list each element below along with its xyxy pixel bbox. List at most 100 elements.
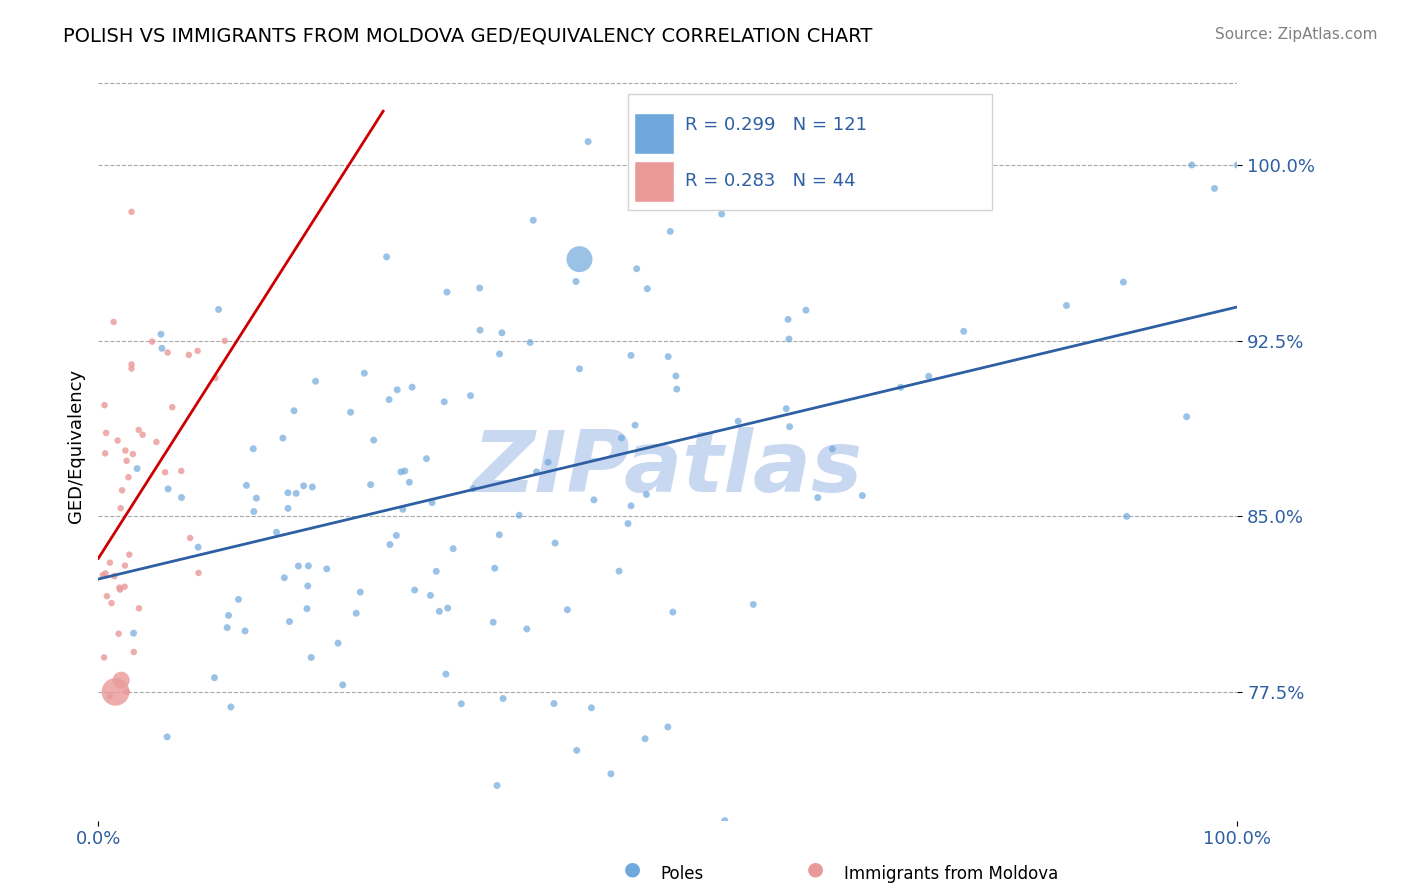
FancyBboxPatch shape xyxy=(634,112,673,153)
Point xyxy=(419,588,441,602)
Point xyxy=(285,486,308,500)
Point xyxy=(114,558,136,573)
Point xyxy=(277,485,299,500)
Point xyxy=(488,528,510,542)
Point xyxy=(304,374,326,388)
Point xyxy=(401,380,423,394)
Point xyxy=(117,470,139,484)
Point xyxy=(114,443,136,458)
Point xyxy=(156,345,179,359)
Point xyxy=(918,369,941,384)
Point xyxy=(339,405,361,419)
Point xyxy=(187,540,209,554)
Point xyxy=(891,135,914,149)
Point xyxy=(398,475,420,490)
Point xyxy=(624,418,647,433)
Point xyxy=(890,380,912,394)
Point xyxy=(94,446,117,460)
Point xyxy=(537,455,560,469)
Point xyxy=(98,556,121,570)
Point xyxy=(128,601,150,615)
Point xyxy=(420,495,443,509)
Point xyxy=(1115,509,1137,524)
Point xyxy=(353,366,375,380)
Point xyxy=(385,528,408,542)
Point xyxy=(659,224,682,238)
Point xyxy=(492,691,515,706)
Point xyxy=(636,487,658,501)
Point xyxy=(295,601,318,615)
Point xyxy=(94,566,117,581)
Point xyxy=(526,465,548,479)
Point xyxy=(157,482,180,496)
Point xyxy=(243,504,266,518)
Point xyxy=(217,621,239,635)
Point xyxy=(111,483,134,498)
Point xyxy=(107,434,129,448)
Point xyxy=(779,419,801,434)
Point xyxy=(187,343,209,358)
Point xyxy=(363,433,385,447)
Point xyxy=(468,323,491,337)
Point xyxy=(714,814,737,828)
Point xyxy=(610,431,633,445)
Point xyxy=(266,525,288,540)
Point xyxy=(277,501,299,516)
Point xyxy=(636,282,658,296)
Point xyxy=(461,482,484,496)
Point xyxy=(115,454,138,468)
Point xyxy=(807,491,830,505)
Point xyxy=(821,442,844,456)
Point xyxy=(778,332,800,346)
Point xyxy=(273,571,295,585)
Point xyxy=(460,389,482,403)
Point xyxy=(522,213,544,227)
Point xyxy=(108,581,131,595)
Point xyxy=(204,371,226,385)
Point xyxy=(110,501,132,516)
Point xyxy=(794,303,817,318)
Point xyxy=(468,281,491,295)
Text: POLISH VS IMMIGRANTS FROM MOLDOVA GED/EQUIVALENCY CORRELATION CHART: POLISH VS IMMIGRANTS FROM MOLDOVA GED/EQ… xyxy=(63,27,873,45)
Point xyxy=(427,604,450,618)
Point xyxy=(387,383,409,397)
Point xyxy=(233,624,256,638)
Point xyxy=(118,548,141,562)
Point xyxy=(94,425,117,440)
Point xyxy=(742,598,765,612)
Point xyxy=(710,207,733,221)
Point xyxy=(245,491,267,505)
Point xyxy=(436,601,458,615)
Point xyxy=(271,431,294,445)
Point xyxy=(100,596,122,610)
Point xyxy=(179,531,201,545)
Point xyxy=(153,465,176,479)
FancyBboxPatch shape xyxy=(634,161,673,202)
Point xyxy=(665,382,688,396)
Point xyxy=(441,541,464,556)
Point xyxy=(662,605,685,619)
Point xyxy=(543,697,565,711)
Point xyxy=(93,650,115,665)
Point xyxy=(544,536,567,550)
Point xyxy=(582,492,605,507)
Point xyxy=(235,478,257,492)
Point xyxy=(404,582,426,597)
Point xyxy=(287,559,309,574)
FancyBboxPatch shape xyxy=(628,94,993,210)
Point xyxy=(607,564,630,578)
Point xyxy=(378,392,401,407)
Point xyxy=(122,626,145,640)
Point xyxy=(415,451,437,466)
Point xyxy=(242,442,264,456)
Y-axis label: GED/Equivalency: GED/Equivalency xyxy=(66,369,84,523)
Point xyxy=(565,743,588,757)
Point xyxy=(434,667,457,681)
Point xyxy=(93,398,115,412)
Point xyxy=(576,135,599,149)
Point xyxy=(297,579,319,593)
Point xyxy=(278,615,301,629)
Point xyxy=(1204,181,1226,195)
Point xyxy=(326,636,349,650)
Point xyxy=(508,508,530,523)
